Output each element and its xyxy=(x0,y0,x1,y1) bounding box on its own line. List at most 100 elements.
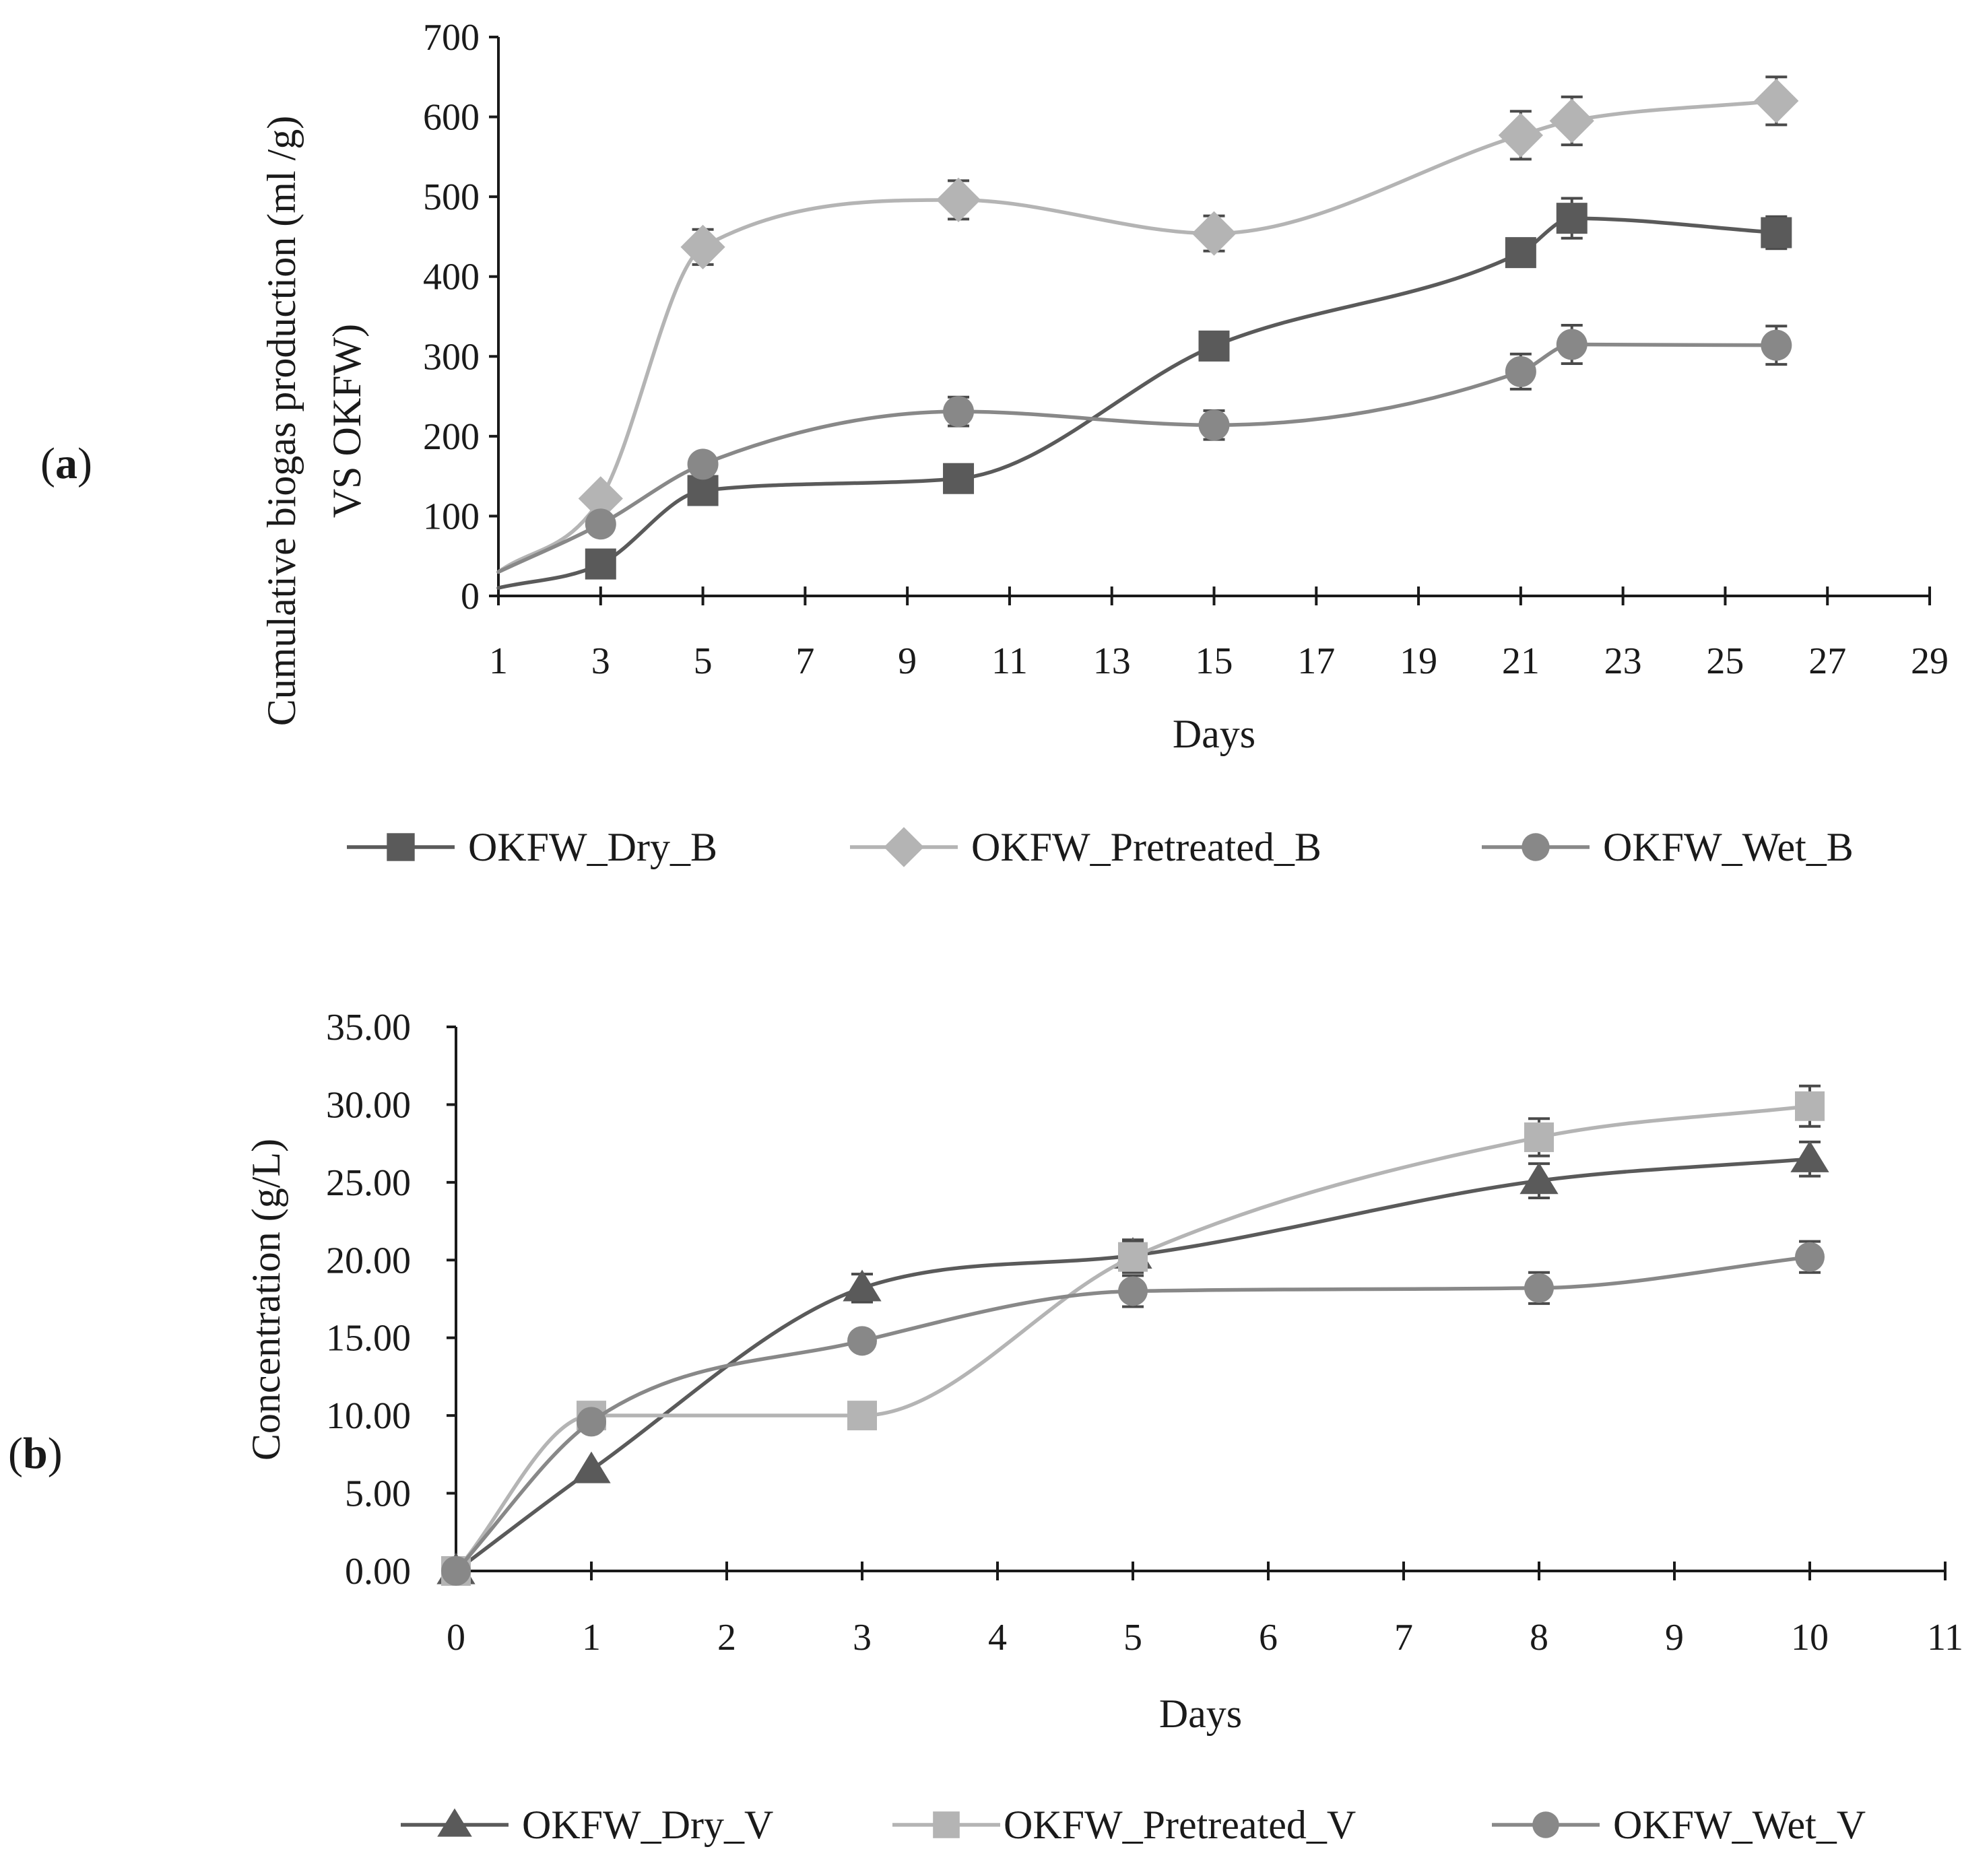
data-point xyxy=(1795,1242,1825,1272)
x-tick-label: 7 xyxy=(1394,1617,1413,1659)
legend-entry: OKFW_Pretreated_B xyxy=(850,825,1321,869)
data-point xyxy=(1498,112,1543,158)
x-tick-label: 8 xyxy=(1530,1617,1548,1659)
data-point xyxy=(1549,98,1594,143)
y-axis-title: Concentration (g/L) xyxy=(244,1139,288,1461)
y-tick-label: 700 xyxy=(423,17,480,59)
x-tick-label: 4 xyxy=(988,1617,1007,1659)
x-tick-label: 13 xyxy=(1093,640,1131,682)
x-tick-label: 5 xyxy=(694,640,713,682)
x-tick-label: 27 xyxy=(1808,640,1846,682)
series-line xyxy=(454,1157,1812,1573)
series-OKFW_Wet_B xyxy=(496,324,1792,574)
data-point xyxy=(847,1326,877,1356)
data-point xyxy=(943,463,975,494)
data-point xyxy=(572,1451,611,1483)
series-OKFW_Pretreated_B xyxy=(496,75,1799,574)
legend-marker xyxy=(933,1811,960,1838)
x-tick-label: 11 xyxy=(991,640,1028,682)
series-OKFW_Dry_B xyxy=(496,197,1792,590)
panel-label: (a) xyxy=(40,439,92,488)
x-axis-title: Days xyxy=(1173,712,1255,756)
y-tick-label: 0.00 xyxy=(345,1551,411,1593)
x-tick-label: 0 xyxy=(447,1617,465,1659)
data-point xyxy=(585,508,616,540)
x-tick-label: 29 xyxy=(1911,640,1949,682)
data-point xyxy=(1761,217,1792,248)
legend-marker xyxy=(884,827,924,867)
legend-label: OKFW_Wet_B xyxy=(1603,825,1854,869)
series-line xyxy=(496,216,1779,590)
legend-entry: OKFW_Dry_B xyxy=(347,825,717,869)
data-point xyxy=(1790,1140,1829,1172)
legend-label: OKFW_Dry_V xyxy=(522,1803,773,1847)
legend-label: OKFW_Pretreated_B xyxy=(971,825,1321,869)
data-point xyxy=(936,177,981,223)
data-point xyxy=(1795,1091,1825,1121)
panel-letter: b xyxy=(23,1429,48,1478)
legend-entry: OKFW_Wet_B xyxy=(1482,825,1854,869)
y-axis-title: Cumulative biogas production (ml /g) xyxy=(259,116,304,727)
chart-panel-b: (b) 0.00 5.00 10.00 15.00 20.00 25.00 30.00 35.0… xyxy=(8,1007,1962,1847)
data-point xyxy=(1505,356,1536,387)
x-tick-label: 1 xyxy=(489,640,508,682)
y-tick-label: 100 xyxy=(423,496,480,537)
data-point xyxy=(943,396,975,428)
legend-marker xyxy=(1532,1811,1559,1838)
x-tick-label: 3 xyxy=(853,1617,872,1659)
legend-label: OKFW_Pretreated_V xyxy=(1004,1803,1356,1847)
x-tick-label: 6 xyxy=(1259,1617,1278,1659)
series-OKFW_Pretreated_V xyxy=(441,1084,1825,1586)
data-point xyxy=(1118,1276,1148,1306)
legend-marker xyxy=(1522,833,1550,861)
x-tick-label: 9 xyxy=(898,640,917,682)
y-tick-label: 35.00 xyxy=(326,1007,411,1048)
x-tick-label: 9 xyxy=(1665,1617,1684,1659)
y-tick-label: 0 xyxy=(461,576,480,617)
panel-letter: a xyxy=(55,439,77,488)
x-axis-title: Days xyxy=(1159,1691,1242,1736)
data-point xyxy=(1505,237,1536,269)
y-axis-title: VS OKFW) xyxy=(325,324,369,518)
y-tick-label: 500 xyxy=(423,176,480,218)
x-tick-label: 11 xyxy=(1927,1617,1962,1659)
legend-marker xyxy=(437,1808,472,1837)
series-OKFW_Wet_V xyxy=(441,1240,1825,1586)
data-point xyxy=(1198,409,1230,441)
data-point xyxy=(1556,329,1588,360)
y-tick-label: 30.00 xyxy=(326,1084,411,1126)
data-point xyxy=(680,224,725,269)
data-point xyxy=(441,1556,471,1586)
data-point xyxy=(1524,1273,1554,1303)
data-point xyxy=(585,548,616,580)
data-point xyxy=(847,1401,877,1431)
data-point xyxy=(1118,1242,1148,1272)
y-tick-label: 200 xyxy=(423,416,480,458)
data-point xyxy=(578,476,623,521)
y-tick-label: 600 xyxy=(423,97,480,139)
x-tick-label: 7 xyxy=(795,640,814,682)
y-tick-label: 5.00 xyxy=(345,1473,411,1515)
x-tick-label: 17 xyxy=(1297,640,1335,682)
x-tick-label: 15 xyxy=(1196,640,1233,682)
data-point xyxy=(687,448,719,480)
data-point xyxy=(1556,203,1588,234)
data-point xyxy=(687,475,719,506)
data-point xyxy=(1519,1162,1559,1195)
series-OKFW_Dry_V xyxy=(436,1140,1829,1584)
y-tick-label: 10.00 xyxy=(326,1395,411,1437)
legend-label: OKFW_Dry_B xyxy=(468,825,717,869)
data-point xyxy=(1198,330,1230,362)
y-tick-label: 300 xyxy=(423,336,480,378)
series-line xyxy=(454,1104,1812,1573)
data-point xyxy=(1761,329,1792,361)
y-tick-label: 15.00 xyxy=(326,1318,411,1360)
legend-entry: OKFW_Pretreated_V xyxy=(892,1803,1356,1847)
legend-label: OKFW_Wet_V xyxy=(1613,1803,1866,1847)
data-point xyxy=(1191,211,1237,256)
data-point xyxy=(577,1407,606,1437)
x-tick-label: 21 xyxy=(1502,640,1540,682)
x-tick-label: 25 xyxy=(1706,640,1744,682)
panel-label: (b) xyxy=(8,1429,63,1478)
